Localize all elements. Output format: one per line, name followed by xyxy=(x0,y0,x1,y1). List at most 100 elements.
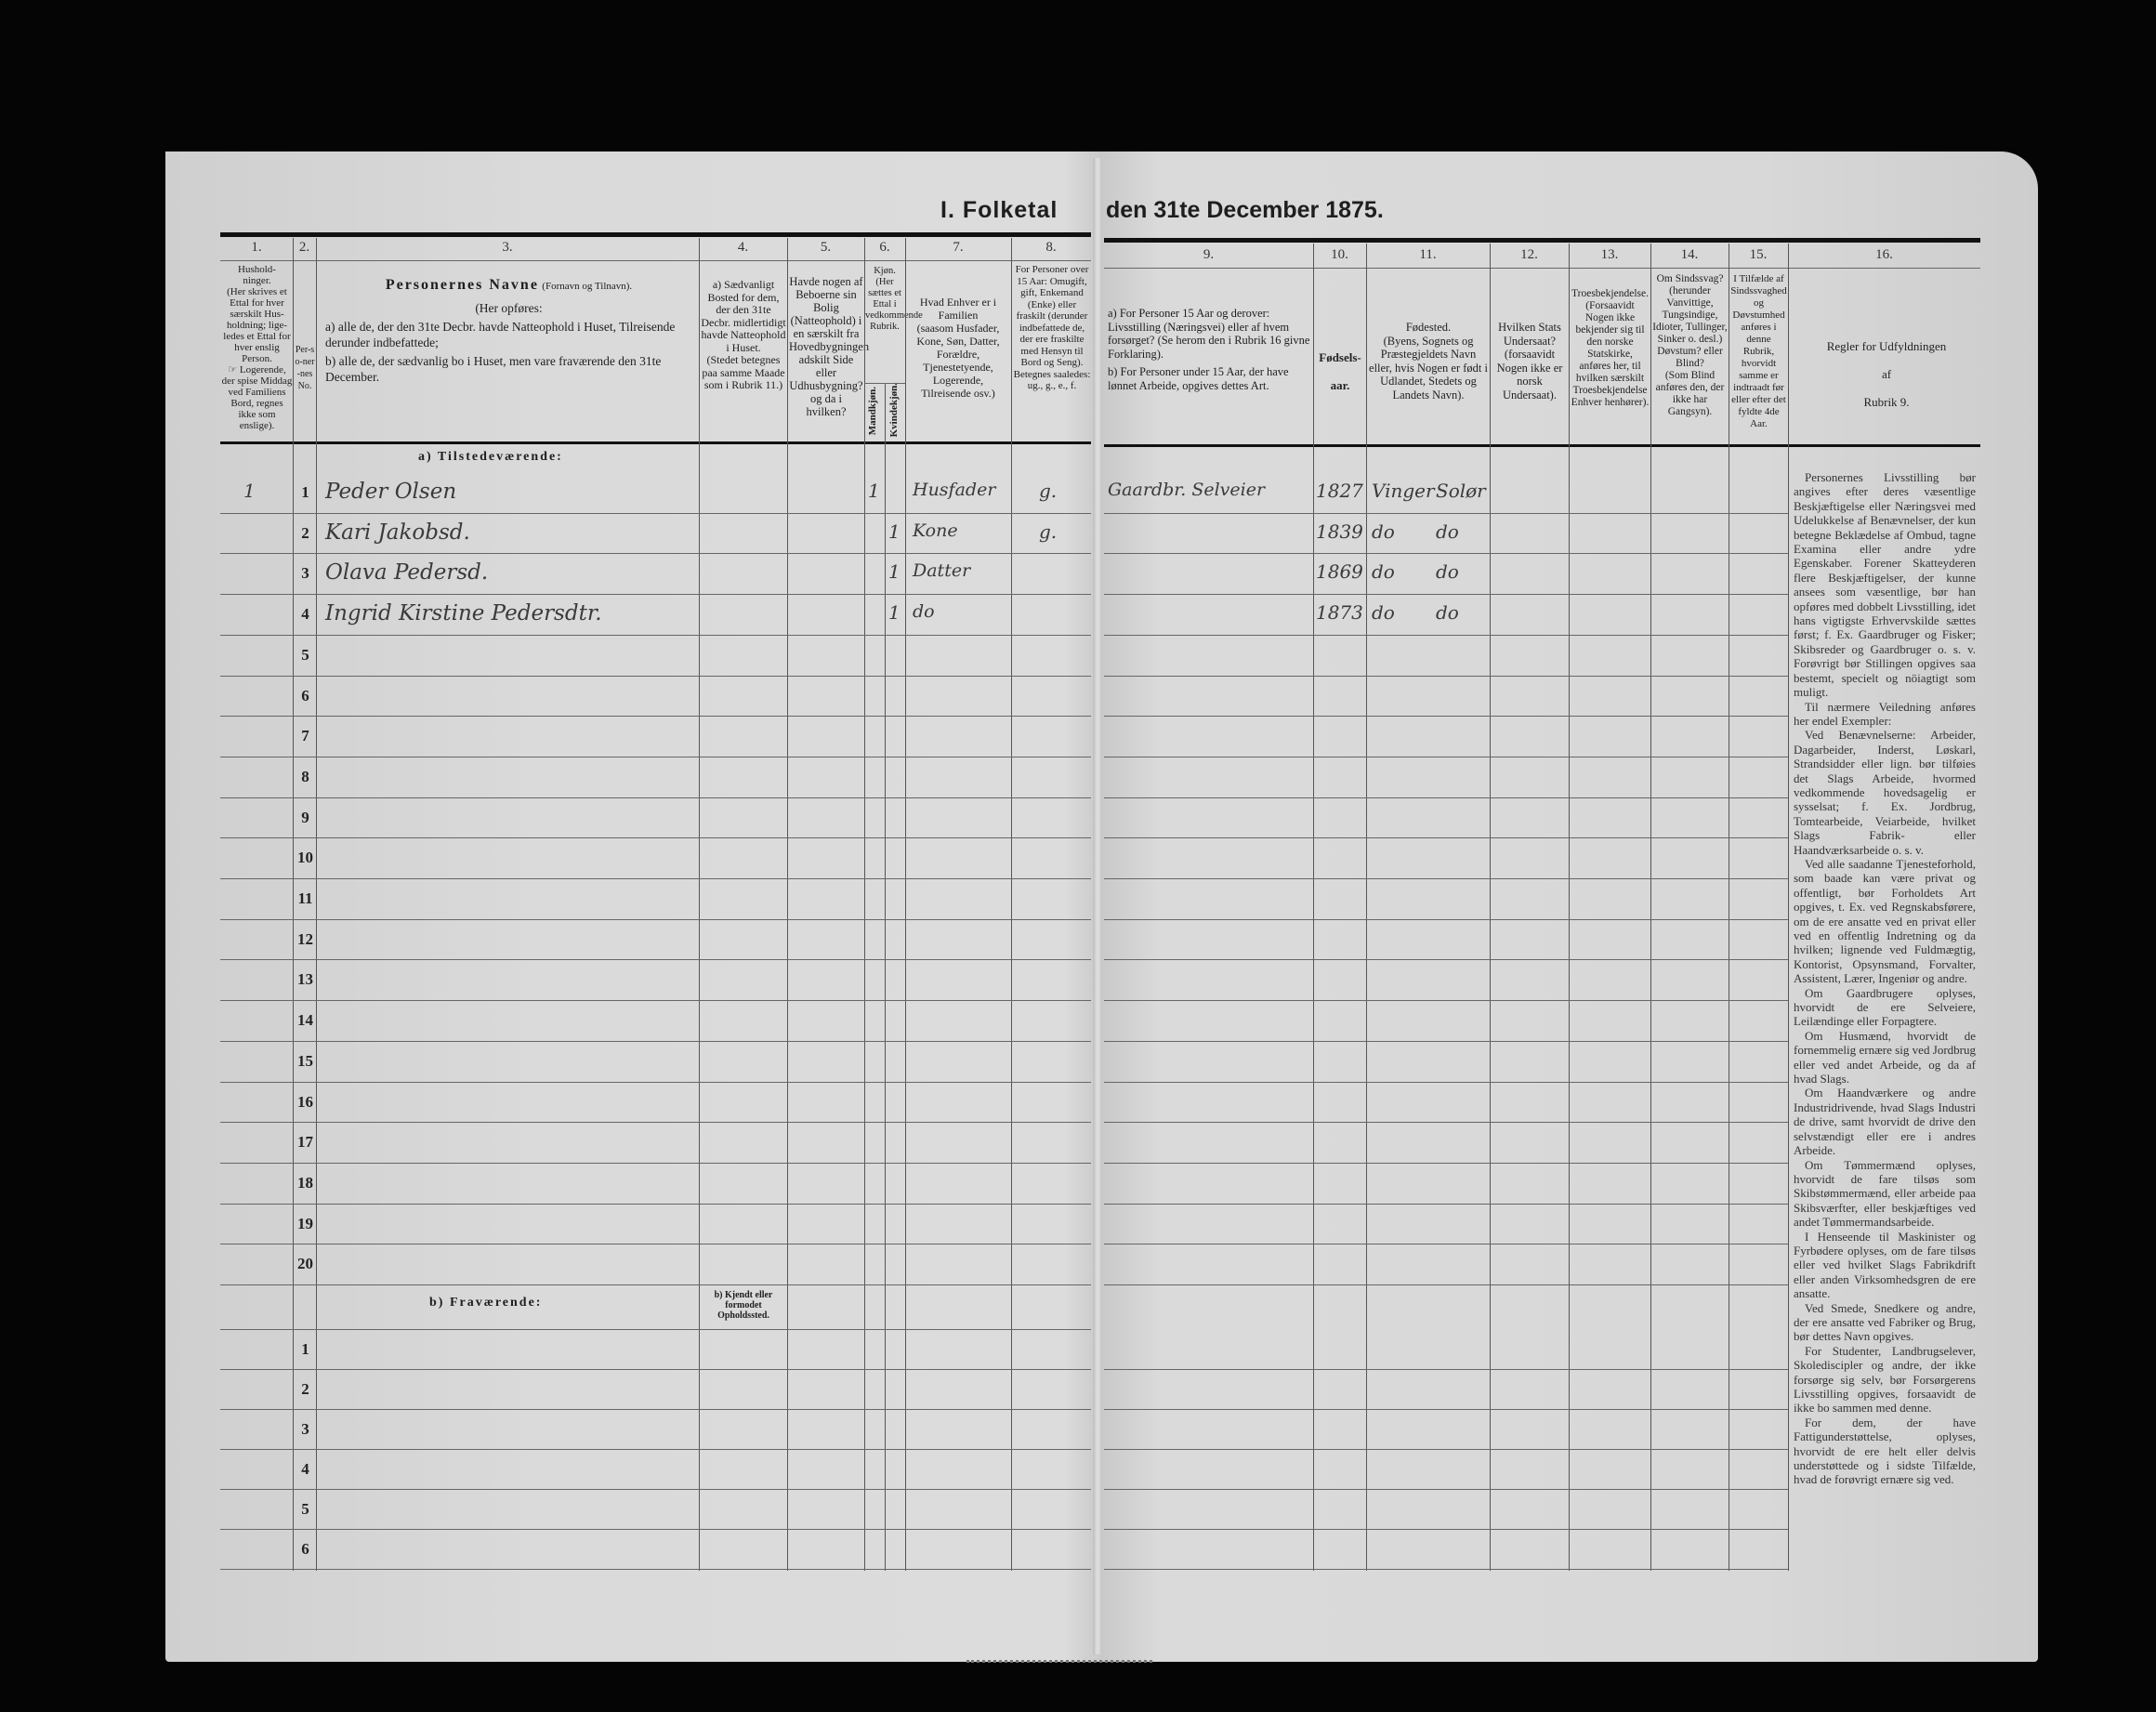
absent-row-number: 3 xyxy=(301,1420,309,1438)
row-rule-left xyxy=(220,837,1091,839)
civil-status: g. xyxy=(1039,480,1058,502)
absent-row-rule-right xyxy=(1104,1569,1788,1570)
column-divider-left xyxy=(905,238,906,1571)
row-rule-right xyxy=(1104,1081,1788,1083)
row-rule-right xyxy=(1104,1000,1788,1002)
row-number: 20 xyxy=(297,1255,313,1273)
row-number: 1 xyxy=(301,483,309,501)
col11-header: Fødested. (Byens, Sognets og Præstegjeld… xyxy=(1369,321,1488,402)
row-rule-left xyxy=(220,918,1091,920)
row-number: 14 xyxy=(297,1011,313,1030)
household-count: 1 xyxy=(243,480,256,502)
row-rule-right xyxy=(1104,553,1788,555)
female-mark: 1 xyxy=(888,560,901,584)
column-number: 2. xyxy=(298,240,310,255)
col15-header: I Tilfælde af Sindssvaghed og Døvstumhed… xyxy=(1730,273,1787,429)
col7-header: Hvad Enhver er i Familien (saasom Husfad… xyxy=(916,296,1000,400)
column-number: 6. xyxy=(879,240,890,255)
column-number: 3. xyxy=(502,240,513,255)
row-rule-right xyxy=(1104,1162,1788,1164)
column-divider-right xyxy=(1366,244,1367,1571)
absent-row-number: 4 xyxy=(301,1460,309,1478)
row-rule-right xyxy=(1104,1203,1788,1205)
column-divider-left xyxy=(316,238,317,1571)
section-present-label: a) Tilstedeværende: xyxy=(418,450,563,464)
birthplace-district: do xyxy=(1436,560,1459,584)
col12-header: Hvilken Stats Undersaat? (forsaavidt Nog… xyxy=(1496,321,1563,402)
row-rule-left xyxy=(220,797,1091,798)
rule-paragraph: Ved Smede, Snedkere og andre, der ere an… xyxy=(1794,1300,1976,1344)
birthplace-parish: do xyxy=(1372,601,1395,625)
row-rule-left xyxy=(220,878,1091,879)
column-divider-right xyxy=(1650,244,1651,1571)
row-rule-right xyxy=(1104,1284,1788,1285)
absent-col4-label: b) Kjendt eller formodet Opholdssted. xyxy=(714,1290,773,1321)
col2-header: Per-so-ner-nes No. xyxy=(295,345,315,391)
absent-row-rule-left xyxy=(220,1489,1091,1490)
col9-header: a) For Personer 15 Aar og derover: Livss… xyxy=(1108,307,1310,392)
row-number: 4 xyxy=(301,605,309,624)
column-divider-left xyxy=(699,238,700,1571)
column-number: 1. xyxy=(251,240,262,255)
top-rule-right xyxy=(1104,238,1980,243)
row-number: 6 xyxy=(301,686,309,705)
column-divider-left xyxy=(293,238,294,1571)
birthplace-district: do xyxy=(1436,601,1459,625)
col9-b: b) For Personer under 15 Aar, der have l… xyxy=(1108,365,1289,392)
row-number: 5 xyxy=(301,645,309,664)
col3-title-note: (Fornavn og Tilnavn). xyxy=(542,281,633,292)
col14-header: Om Sindssvag? (herunder Vanvittige, Tung… xyxy=(1652,273,1728,417)
column-number: 9. xyxy=(1203,247,1215,262)
absent-row-rule-left xyxy=(220,1369,1091,1370)
row-number: 17 xyxy=(297,1133,313,1152)
rule-paragraph: Ved Benævnelserne: Arbeider, Dagarbeider… xyxy=(1794,728,1976,857)
col10-header: Fødsels- aar. xyxy=(1319,350,1361,392)
row-rule-left xyxy=(220,553,1091,555)
row-number: 11 xyxy=(297,889,313,907)
row-rule-right xyxy=(1104,634,1788,636)
column-divider-left xyxy=(864,238,865,1571)
female-mark: 1 xyxy=(888,520,901,543)
male-mark: 1 xyxy=(868,480,880,502)
column-number: 8. xyxy=(1045,240,1057,255)
rule-paragraph: Om Husmænd, hvorvidt de fornemmelig ernæ… xyxy=(1794,1028,1976,1086)
absent-row-number: 5 xyxy=(301,1500,309,1518)
birthplace-parish: do xyxy=(1372,560,1395,584)
row-rule-right xyxy=(1104,594,1788,596)
rule-paragraph: Om Tømmermænd oplyses, hvorvidt de fare … xyxy=(1794,1157,1976,1230)
family-role: Kone xyxy=(913,520,958,541)
header-bottom-rule-right xyxy=(1104,444,1980,447)
rule-paragraph: I Henseende til Maskinister og Fyrbødere… xyxy=(1794,1229,1976,1301)
absent-row-number: 6 xyxy=(301,1540,309,1558)
row-number: 18 xyxy=(297,1173,313,1192)
column-divider-left xyxy=(1011,238,1012,1571)
absent-row-number: 1 xyxy=(301,1340,309,1358)
absent-row-rule-right xyxy=(1104,1489,1788,1490)
person-name: Peder Olsen xyxy=(325,480,457,504)
female-mark: 1 xyxy=(888,601,901,625)
row-rule-right xyxy=(1104,959,1788,961)
family-role: do xyxy=(913,601,935,623)
absent-row-rule-right xyxy=(1104,1449,1788,1450)
row-rule-left xyxy=(220,1040,1091,1042)
row-rule-left xyxy=(220,1000,1091,1002)
rule-paragraph: Personernes Livsstilling bør angives eft… xyxy=(1794,470,1976,700)
family-role: Husfader xyxy=(913,480,996,500)
absent-row-rule-right xyxy=(1104,1529,1788,1530)
form-title-left: I. Folketal xyxy=(940,197,1058,223)
absent-row-rule-left xyxy=(220,1529,1091,1530)
column-divider-left xyxy=(787,238,788,1571)
absent-top-rule-left xyxy=(220,1329,1091,1330)
col4-header: a) Sædvanligt Bosted for dem, der den 31… xyxy=(701,278,786,391)
column-number: 15. xyxy=(1749,247,1768,262)
bottom-scribble xyxy=(966,1660,1152,1663)
row-number: 9 xyxy=(301,808,309,826)
col16-header: Regler for Udfyldningen af Rubrik 9. xyxy=(1826,339,1947,409)
row-rule-right xyxy=(1104,1122,1788,1124)
birthplace-parish: Vinger xyxy=(1372,480,1435,502)
row-rule-left xyxy=(220,1122,1091,1124)
row-rule-right xyxy=(1104,716,1788,718)
col3-a: a) alle de, der den 31te Decbr. havde Na… xyxy=(325,320,676,349)
absent-row-rule-left xyxy=(220,1569,1091,1570)
person-name: Kari Jakobsd. xyxy=(325,520,470,545)
